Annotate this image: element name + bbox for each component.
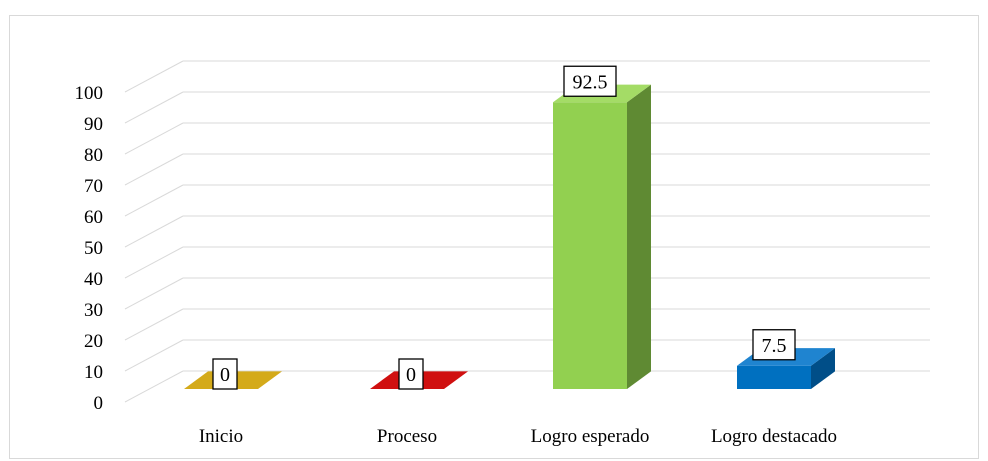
bar-logro-esperado <box>553 84 651 390</box>
y-axis-ticks: 0 10 20 30 40 50 60 70 80 90 100 <box>75 83 104 414</box>
gridline-depth <box>124 370 184 403</box>
gridline-depth <box>124 215 184 248</box>
y-tick-label: 40 <box>84 269 103 290</box>
data-label-text: 92.5 <box>573 71 608 93</box>
chart-frame <box>9 15 979 459</box>
x-axis-label: Logro destacado <box>711 426 837 447</box>
bar-side <box>811 348 835 389</box>
gridline-depth <box>124 184 184 217</box>
y-tick-label: 20 <box>84 331 103 352</box>
x-axis-label: Inicio <box>199 426 243 447</box>
y-tick-label: 50 <box>84 238 103 259</box>
data-label-box <box>563 65 617 97</box>
gridline-depth <box>124 308 184 341</box>
gridline-depth <box>124 339 184 372</box>
gridline-depth <box>124 91 184 124</box>
x-axis-labels: Inicio Proceso Logro esperado Logro destaca… <box>199 426 837 447</box>
data-label-text: 7.5 <box>762 335 787 357</box>
y-tick-label: 60 <box>84 207 103 228</box>
y-tick-label: 10 <box>84 362 103 383</box>
gridline-depth <box>124 122 184 155</box>
data-label: 0 <box>212 358 238 390</box>
x-axis-label: Logro esperado <box>531 426 650 447</box>
y-tick-label: 70 <box>84 176 103 197</box>
bar-front <box>737 365 811 389</box>
y-tick-label: 30 <box>84 300 103 321</box>
data-label-box <box>212 358 238 390</box>
data-label-text: 0 <box>220 364 230 386</box>
data-label: 0 <box>398 358 424 390</box>
x-axis-label: Proceso <box>377 426 437 447</box>
data-label-text: 0 <box>406 364 416 386</box>
gridline-depth <box>124 246 184 279</box>
bars <box>184 84 835 390</box>
gridline-depth <box>124 60 184 93</box>
gridline-depth <box>124 153 184 186</box>
data-label: 7.5 <box>752 329 796 361</box>
bar-front <box>553 102 627 389</box>
y-tick-label: 100 <box>75 83 104 104</box>
data-label-box <box>398 358 424 390</box>
y-tick-label: 90 <box>84 114 103 135</box>
y-tick-label: 0 <box>94 393 104 414</box>
data-label-box <box>752 329 796 361</box>
bar-side <box>627 84 651 390</box>
gridline-depth <box>124 277 184 310</box>
y-tick-label: 80 <box>84 145 103 166</box>
data-labels: 0 0 92.5 7.5 <box>212 65 796 390</box>
data-label: 92.5 <box>563 65 617 97</box>
